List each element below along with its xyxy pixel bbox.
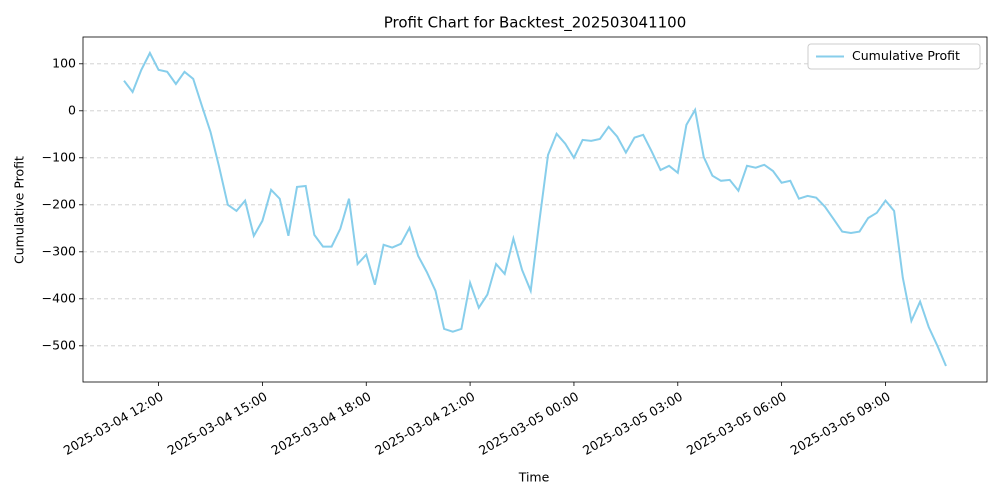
x-tick-label: 2025-03-05 03:00 <box>580 389 685 458</box>
y-axis-label: Cumulative Profit <box>12 156 27 264</box>
x-tick-label: 2025-03-05 09:00 <box>788 389 893 458</box>
data-line <box>123 50 947 367</box>
legend-label: Cumulative Profit <box>852 48 960 63</box>
x-axis-label: Time <box>518 470 550 485</box>
y-tick-label: −100 <box>42 149 76 164</box>
x-tick-label: 2025-03-04 12:00 <box>61 389 166 458</box>
chart-title: Profit Chart for Backtest_202503041100 <box>384 14 687 33</box>
legend-box <box>807 43 981 70</box>
y-tick-label: −400 <box>42 290 76 305</box>
x-tick-label: 2025-03-05 06:00 <box>684 389 789 458</box>
x-tick-label: 2025-03-04 15:00 <box>165 389 270 458</box>
y-tick-label: −200 <box>42 196 76 211</box>
x-tick-label: 2025-03-04 18:00 <box>268 389 373 458</box>
y-tick-label: 100 <box>52 55 76 70</box>
x-tick-label: 2025-03-04 21:00 <box>372 389 477 458</box>
y-tick-label: −500 <box>42 337 76 352</box>
y-tick-label: −300 <box>42 243 76 258</box>
x-tick-label: 2025-03-05 00:00 <box>476 389 581 458</box>
plot-frame <box>82 36 988 383</box>
y-tick-label: 0 <box>68 102 76 117</box>
